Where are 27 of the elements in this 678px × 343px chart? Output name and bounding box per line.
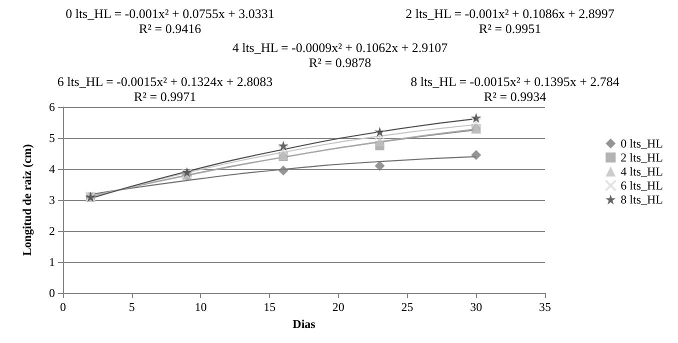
text: 4 lts_HL = -0.0009x² + 0.1062x + 2.9107 R² = 0.9878	[232, 40, 448, 70]
y-tick-label: 4	[49, 162, 55, 176]
legend-label: 2 lts_HL	[620, 150, 664, 164]
y-tick-label: 3	[49, 193, 55, 207]
x-tick-label: 10	[194, 300, 207, 314]
text: 8 lts_HL = -0.0015x² + 0.1395x + 2.784 R² = 0.9934	[410, 74, 620, 104]
legend-label: 8 lts_HL	[620, 192, 664, 206]
y-tick-label: 2	[49, 224, 55, 238]
x-axis-title: Dias	[292, 316, 316, 331]
y-tick-label: 0	[49, 286, 55, 300]
y-tick-label: 6	[49, 100, 55, 114]
x-tick-label: 20	[332, 300, 344, 314]
x-tick-label: 35	[539, 300, 551, 314]
legend-label: 0 lts_HL	[620, 136, 664, 150]
y-axis-title: Longitud de raiz (cm)	[20, 144, 34, 256]
legend-label: 4 lts_HL	[620, 164, 664, 178]
y-tick-label: 1	[49, 255, 55, 269]
x-tick-label: 5	[128, 300, 135, 314]
text: 0 lts_HL = -0.001x² + 0.0755x + 3.0331 R² = 0.9416	[66, 6, 274, 36]
text: 2 lts_HL = -0.001x² + 0.1086x + 2.8997 R² = 0.9951	[406, 6, 615, 36]
x-tick-label: 0	[60, 300, 66, 314]
x-tick-label: 25	[401, 300, 414, 314]
legend-label: 6 lts_HL	[620, 178, 664, 192]
x-tick-label: 15	[264, 300, 276, 314]
y-tick-label: 5	[49, 131, 55, 145]
x-tick-label: 30	[470, 300, 482, 314]
text: 6 lts_HL = -0.0015x² + 0.1324x + 2.8083 R² = 0.9971	[57, 74, 273, 104]
